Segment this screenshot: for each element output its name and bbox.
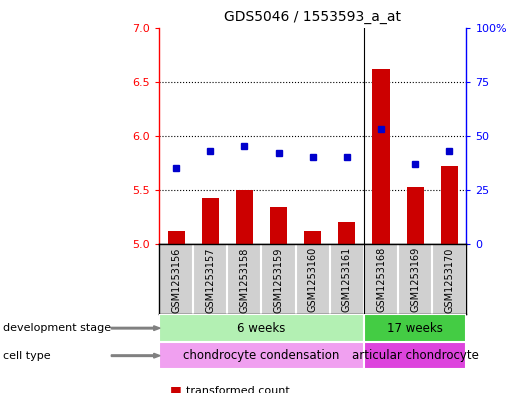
Text: articular chondrocyte: articular chondrocyte — [352, 349, 479, 362]
Bar — [364, 342, 466, 369]
Text: GSM1253168: GSM1253168 — [376, 247, 386, 312]
Text: transformed count: transformed count — [186, 386, 289, 393]
Bar — [364, 314, 466, 342]
Text: GSM1253161: GSM1253161 — [342, 247, 352, 312]
Bar — [270, 207, 287, 244]
Text: GSM1253157: GSM1253157 — [205, 247, 215, 313]
Text: GSM1253169: GSM1253169 — [410, 247, 420, 312]
Bar — [373, 68, 390, 244]
Text: development stage: development stage — [3, 323, 111, 333]
Title: GDS5046 / 1553593_a_at: GDS5046 / 1553593_a_at — [224, 10, 401, 24]
Text: 6 weeks: 6 weeks — [237, 321, 286, 335]
Text: chondrocyte condensation: chondrocyte condensation — [183, 349, 340, 362]
Text: cell type: cell type — [3, 351, 50, 361]
Text: GSM1253158: GSM1253158 — [240, 247, 250, 312]
Bar — [159, 342, 364, 369]
Bar — [202, 198, 219, 244]
Bar — [159, 314, 364, 342]
Text: GSM1253159: GSM1253159 — [273, 247, 284, 312]
Bar — [167, 231, 184, 244]
Text: GSM1253156: GSM1253156 — [171, 247, 181, 312]
Text: ■: ■ — [170, 384, 181, 393]
Bar — [338, 222, 356, 244]
Bar — [407, 187, 423, 244]
Text: GSM1253160: GSM1253160 — [308, 247, 317, 312]
Bar — [236, 189, 253, 244]
Text: 17 weeks: 17 weeks — [387, 321, 443, 335]
Text: GSM1253170: GSM1253170 — [444, 247, 454, 312]
Bar — [441, 166, 458, 244]
Bar — [304, 231, 321, 244]
